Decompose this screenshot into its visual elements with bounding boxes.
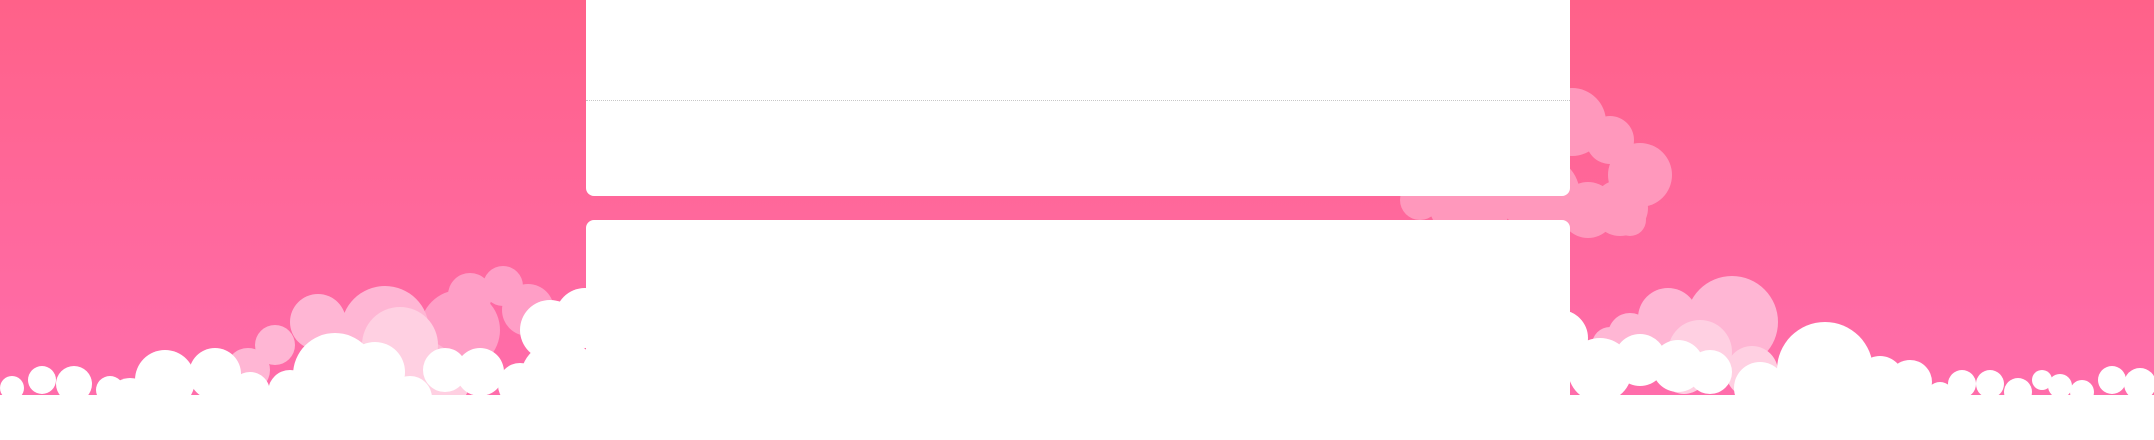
card-divider bbox=[586, 100, 1570, 101]
card-bottom bbox=[586, 220, 1570, 440]
card-top bbox=[586, 0, 1570, 196]
